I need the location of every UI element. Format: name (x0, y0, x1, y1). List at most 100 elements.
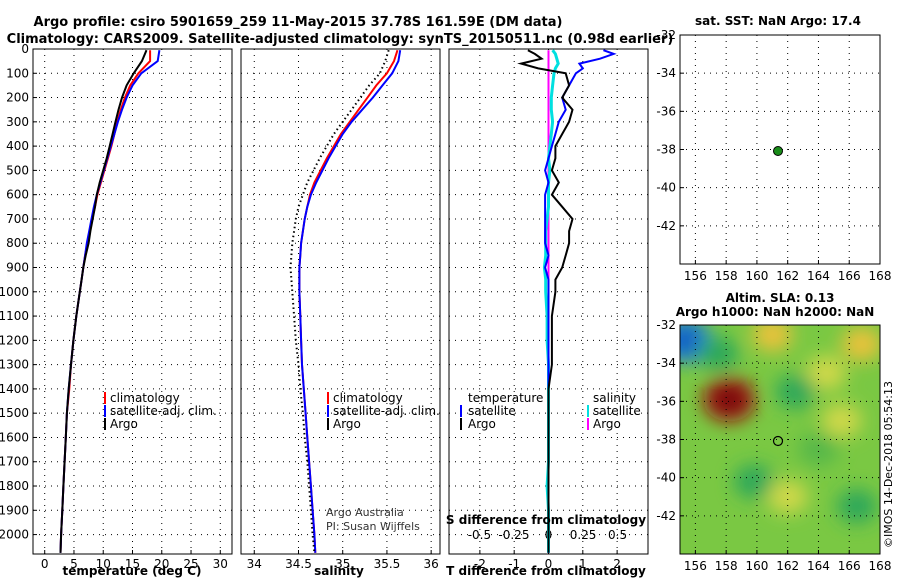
title-line-2: Climatology: CARS2009. Satellite-adjuste… (7, 32, 674, 47)
legend-swatch-climatology (327, 392, 329, 404)
argo-float-marker (773, 146, 783, 156)
legend-swatch-satellite (327, 405, 329, 417)
depth-tick-label: 700 (6, 212, 29, 226)
x-tick-label: -1 (508, 557, 520, 571)
s-tick-label: -0.5 (468, 528, 491, 542)
depth-tick-label: 1900 (0, 503, 29, 517)
x-tick-label: 2 (613, 557, 621, 571)
s-difference-xlabel: S difference from climatology (446, 513, 646, 527)
depth-axis: 0 100 200 300 400 500 600 700 800 900 1000 1100 1200… (0, 42, 37, 542)
difference-legend: temperature satellite Argo salinity sate… (460, 391, 641, 431)
depth-tick-label: 500 (6, 163, 29, 177)
sla-anomaly (698, 336, 739, 371)
sla-map-grid: 156 158 160 162 164 166 168 -32 -34 -36 -38 -40 -42 (656, 318, 891, 573)
legend-salinity-heading: salinity (593, 391, 636, 405)
series-line-argo (59, 49, 148, 553)
series-line-t-argo (517, 49, 574, 553)
sla-heatmap (680, 325, 880, 554)
map-lat-label: -36 (656, 104, 676, 118)
x-tick-label: 1 (579, 557, 587, 571)
map-lat-label: -42 (656, 219, 676, 233)
depth-tick-label: 1600 (0, 430, 29, 444)
sla-anomaly (806, 355, 847, 390)
map-lon-label: 156 (684, 559, 707, 573)
map-lat-label: -36 (656, 394, 676, 408)
map-lon-label: 166 (838, 559, 861, 573)
sla-map-panel: Altim. SLA: 0.13 Argo h1000: NaN h2000: … (656, 291, 891, 573)
map-lon-label: 158 (715, 559, 738, 573)
x-tick-label: 0 (545, 557, 553, 571)
depth-tick-label: 200 (6, 91, 29, 105)
temperature-grid (33, 48, 232, 554)
x-tick-label: 30 (213, 557, 228, 571)
x-tick-label: 36 (424, 557, 439, 571)
depth-tick-label: 1200 (0, 333, 29, 347)
x-tick-label: -2 (474, 557, 486, 571)
sla-anomaly (767, 479, 808, 514)
depth-tick-label: 2000 (0, 528, 29, 542)
salinity-series (289, 49, 402, 553)
series-line-argo (289, 49, 390, 553)
x-tick-label: 5 (70, 557, 78, 571)
legend-swatch-s-argo (587, 418, 589, 430)
title-line-1: Argo profile: csiro 5901659_259 11-May-2… (34, 15, 563, 30)
legend-s-argo: Argo (593, 417, 621, 431)
temperature-legend: climatology satellite-adj. clim. Argo (104, 391, 217, 431)
s-tick-label: -0.25 (498, 528, 529, 542)
difference-panel: -2 -1 0 1 2 -0.5 -0.25 0 0.25 0.5 T difference f… (446, 48, 649, 578)
x-tick-label: 34 (247, 557, 262, 571)
legend-temperature-heading: temperature (468, 391, 543, 405)
sla-anomaly (733, 464, 774, 499)
legend-t-argo: Argo (468, 417, 496, 431)
legend-swatch-s-satellite (587, 405, 589, 417)
argo-float-marker (772, 435, 784, 447)
map-lat-label: -42 (656, 509, 676, 523)
depth-tick-label: 1300 (0, 358, 29, 372)
depth-tick-label: 900 (6, 261, 29, 275)
x-tick-label: 15 (125, 557, 140, 571)
map-lon-label: 164 (807, 559, 830, 573)
sst-map-grid: 156 158 160 162 164 166 168 -32 -34 -36 -38 -40 -42 (656, 28, 891, 283)
temperature-series (59, 49, 161, 553)
imos-stamp: ©IMOS 14-Dec-2018 05:54:13 (882, 381, 895, 548)
legend-swatch-argo (104, 418, 106, 430)
depth-tick-label: 1400 (0, 382, 29, 396)
map-lat-label: -34 (656, 356, 676, 370)
map-lon-label: 164 (807, 269, 830, 283)
depth-tick-label: 1000 (0, 285, 29, 299)
credit-line-2: PI: Susan Wijffels (326, 520, 420, 533)
sla-anomaly-core (680, 332, 694, 349)
legend-swatch-t-argo (460, 418, 462, 430)
sla-header-1: Altim. SLA: 0.13 (726, 291, 835, 305)
depth-tick-label: 100 (6, 66, 29, 80)
map-lon-label: 158 (715, 269, 738, 283)
temperature-panel: 0100200300400500600700800900100011001200… (0, 42, 233, 578)
map-lat-label: -40 (656, 471, 676, 485)
map-lon-label: 160 (745, 559, 768, 573)
map-lat-label: -38 (656, 143, 676, 157)
x-tick-label: 35.5 (374, 557, 401, 571)
sla-anomaly (798, 432, 839, 467)
depth-tick-label: 1500 (0, 406, 29, 420)
difference-x-axis: -2 -1 0 1 2 (474, 550, 621, 571)
legend-t-satellite: satellite (468, 404, 516, 418)
legend-swatch-t-satellite (460, 405, 462, 417)
x-tick-label: 34.5 (285, 557, 312, 571)
depth-tick-label: 600 (6, 188, 29, 202)
x-tick-label: 25 (183, 557, 198, 571)
legend-swatch-argo (327, 418, 329, 430)
credit-line-1: Argo Australia (326, 506, 404, 519)
salinity-axes-frame (240, 48, 441, 555)
map-lon-label: 166 (838, 269, 861, 283)
sla-anomaly (841, 327, 880, 362)
temperature-x-axis: 0 5 10 15 20 25 30 (41, 550, 228, 571)
map-lat-label: -34 (656, 66, 676, 80)
x-tick-label: 35 (335, 557, 350, 571)
map-lon-label: 168 (869, 559, 892, 573)
series-line-satellite-adj-clim- (298, 50, 402, 553)
map-lon-label: 162 (776, 269, 799, 283)
x-tick-label: 10 (96, 557, 111, 571)
legend-argo: Argo (110, 417, 138, 431)
salinity-panel: 34 34.5 35 35.5 36 salinity climatology sate… (240, 48, 441, 578)
